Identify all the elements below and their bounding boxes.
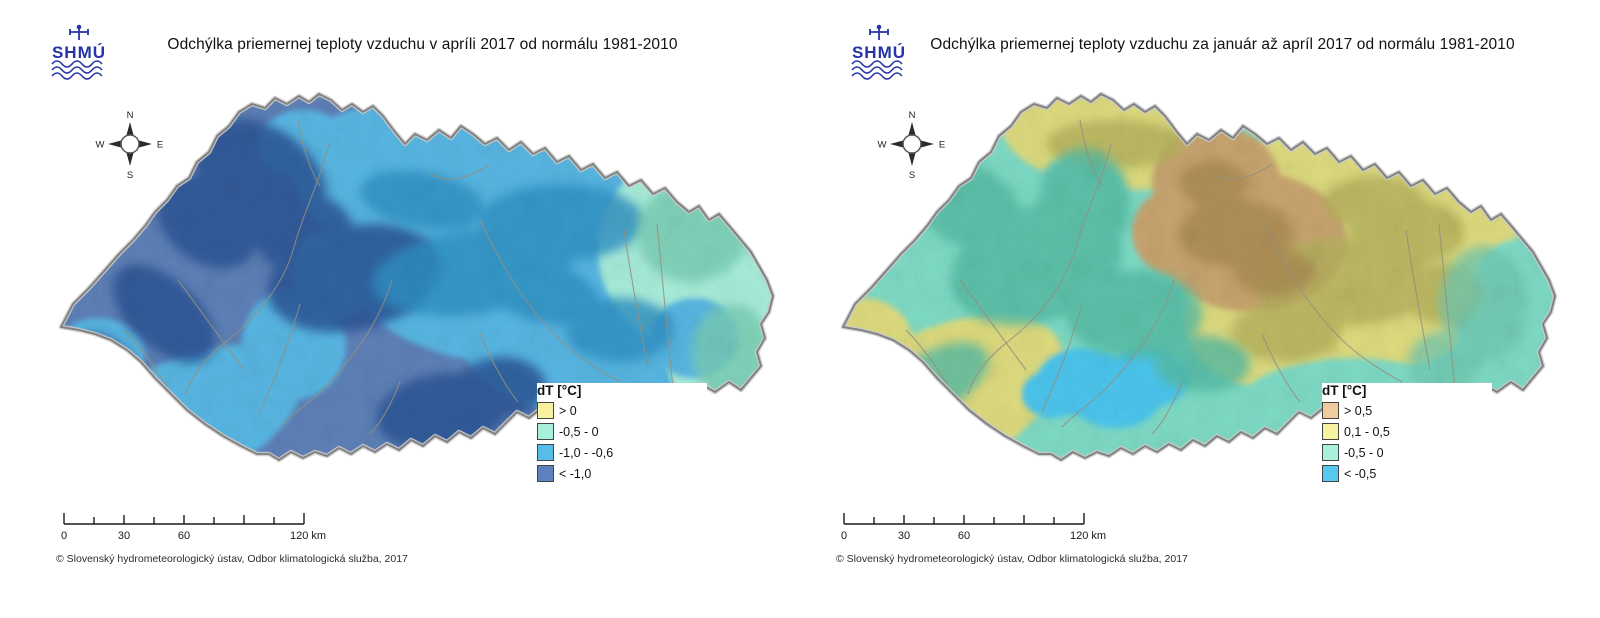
legend-label: 0,1 - 0,5 [1344, 424, 1390, 439]
compass-n: N [127, 110, 134, 121]
legend-item: -0,5 - 0 [537, 423, 707, 440]
map-title-jan-april: Odchýlka priemernej teploty vzduchu za j… [930, 36, 1515, 53]
scale-bar: 0 30 60 120 km [61, 513, 326, 542]
legend-swatch [537, 444, 554, 461]
legend-item: < -1,0 [537, 465, 707, 482]
legend-item: -0,5 - 0 [1322, 444, 1492, 461]
legend-item: < -0,5 [1322, 465, 1492, 482]
legend-jan-april: dT [°C] > 0,5 0,1 - 0,5 -0,5 - 0 < -0,5 [1322, 383, 1492, 486]
legend-swatch [1322, 444, 1339, 461]
copyright-text: © Slovenský hydrometeorologický ústav, O… [836, 553, 1188, 565]
compass-w: W [878, 140, 887, 151]
compass-w: W [96, 140, 105, 151]
compass-s: S [909, 170, 915, 181]
legend-item: -1,0 - -0,6 [537, 444, 707, 461]
compass-e: E [157, 140, 163, 151]
legend-title: dT [°C] [537, 383, 582, 398]
scale-label-0: 0 [61, 530, 67, 542]
map-jan-april: N E S W [840, 91, 1558, 463]
compass-rose-icon: N E S W [96, 110, 164, 181]
country-border [60, 93, 774, 461]
compass-n: N [909, 110, 916, 121]
shmu-logo: SHMÚ [851, 24, 906, 80]
scale-label-30: 30 [898, 530, 910, 542]
legend-label: -0,5 - 0 [1344, 445, 1384, 460]
legend-label: > 0 [559, 403, 577, 418]
scale-label-120: 120 km [1070, 530, 1106, 542]
legend-label: < -0,5 [1344, 466, 1377, 481]
logo-text: SHMÚ [52, 43, 106, 62]
legend-title: dT [°C] [1322, 383, 1367, 398]
legend-item: 0,1 - 0,5 [1322, 423, 1492, 440]
legend-swatch [1322, 402, 1339, 419]
compass-s: S [127, 170, 133, 181]
scale-label-30: 30 [118, 530, 130, 542]
logo-weathervane-icon [69, 24, 89, 40]
legend-item: > 0,5 [1322, 402, 1492, 419]
legend-swatch [1322, 465, 1339, 482]
compass-rose-icon: N E S W [878, 110, 946, 181]
legend-swatch [1322, 423, 1339, 440]
scale-label-60: 60 [178, 530, 190, 542]
scale-bar: 0 30 60 120 km [841, 513, 1106, 542]
legend-swatch [537, 423, 554, 440]
legend-item: > 0 [537, 402, 707, 419]
shmu-logo: SHMÚ [51, 24, 106, 80]
scale-label-120: 120 km [290, 530, 326, 542]
legend-label: < -1,0 [559, 466, 592, 481]
country-border [842, 93, 1556, 461]
legend-label: -1,0 - -0,6 [559, 445, 614, 460]
map-title-april: Odchýlka priemernej teploty vzduchu v ap… [167, 36, 678, 53]
legend-swatch [537, 402, 554, 419]
legend-label: > 0,5 [1344, 403, 1373, 418]
legend-april: dT [°C] > 0 -0,5 - 0 -1,0 - -0,6 < -1,0 [537, 383, 707, 486]
scale-label-0: 0 [841, 530, 847, 542]
legend-swatch [537, 465, 554, 482]
scale-label-60: 60 [958, 530, 970, 542]
rivers [905, 119, 1458, 435]
logo-weathervane-icon [869, 24, 889, 40]
legend-label: -0,5 - 0 [559, 424, 599, 439]
panel-jan-april: SHMÚ Odchýlka priemernej teploty vzduchu… [800, 0, 1600, 618]
compass-e: E [939, 140, 945, 151]
logo-waves-icon [51, 60, 103, 80]
logo-waves-icon [851, 60, 903, 80]
logo-text: SHMÚ [852, 43, 906, 62]
panel-april: SHMÚ Odchýlka priemernej teploty vzduchu… [51, 24, 776, 565]
copyright-text: © Slovenský hydrometeorologický ústav, O… [56, 553, 408, 565]
